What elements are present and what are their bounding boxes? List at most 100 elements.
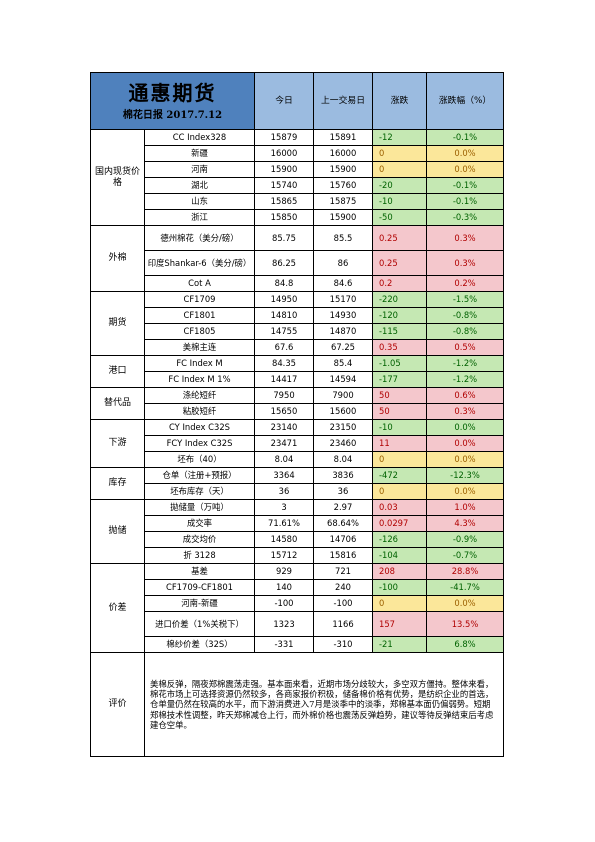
- item-name: CY Index C32S: [144, 419, 255, 436]
- today-value: 1323: [254, 611, 314, 637]
- report-subtitle: 棉花日报 2017.7.12: [122, 109, 223, 121]
- change-value: -120: [372, 307, 427, 324]
- change-percent: 0.3%: [426, 403, 504, 420]
- today-value: 15850: [254, 209, 314, 226]
- previous-value: 67.25: [313, 339, 373, 356]
- item-name: Cot A: [144, 275, 255, 292]
- item-name: 成交均价: [144, 531, 255, 548]
- change-value: -10: [372, 419, 427, 436]
- change-percent: 0.0%: [426, 435, 504, 452]
- table-row: 国内现货价格 CC Index328 15879 15891 -12 -0.1%: [90, 129, 504, 226]
- previous-value: 3836: [313, 467, 373, 484]
- change-value: 0: [372, 483, 427, 500]
- today-value: 7950: [254, 387, 314, 404]
- item-name: FCY Index C32S: [144, 435, 255, 452]
- category-label: 价差: [90, 563, 145, 653]
- change-percent: -0.1%: [426, 193, 504, 210]
- col-header-today: 今日: [254, 72, 314, 130]
- change-value: 0: [372, 451, 427, 468]
- table-row: 湖北 15740 15760 -20 -0.1%: [91, 177, 504, 194]
- change-value: 0.25: [372, 250, 427, 276]
- today-value: 14580: [254, 531, 314, 548]
- table-row: 浙江 15850 15900 -50 -0.3%: [91, 209, 504, 226]
- table-row: 成交率 71.61% 68.64% 0.0297 4.3%: [91, 515, 504, 532]
- item-name: 美棉主连: [144, 339, 255, 356]
- change-value: 50: [372, 403, 427, 420]
- item-name: 湖北: [144, 177, 255, 194]
- change-percent: 0.0%: [426, 595, 504, 612]
- change-percent: -1.2%: [426, 355, 504, 372]
- change-value: 0: [372, 595, 427, 612]
- change-value: -21: [372, 636, 427, 653]
- item-name: 坯布库存（天）: [144, 483, 255, 500]
- category-label: 港口: [90, 355, 145, 388]
- table-row: 进口价差（1%关税下） 1323 1166 157 13.5%: [91, 611, 504, 637]
- today-value: 15712: [254, 547, 314, 564]
- change-percent: -0.8%: [426, 307, 504, 324]
- change-percent: 13.5%: [426, 611, 504, 637]
- change-value: 0.0297: [372, 515, 427, 532]
- table-row: FCY Index C32S 23471 23460 11 0.0%: [91, 435, 504, 452]
- table-row: CF1801 14810 14930 -120 -0.8%: [91, 307, 504, 324]
- previous-value: 86: [313, 250, 373, 276]
- col-header-change: 涨跌: [372, 72, 427, 130]
- today-value: 15650: [254, 403, 314, 420]
- today-value: 14417: [254, 371, 314, 388]
- item-name: 德州棉花（美分/磅）: [144, 225, 255, 251]
- category-label: 抛储: [90, 499, 145, 564]
- change-percent: -0.7%: [426, 547, 504, 564]
- previous-value: 15816: [313, 547, 373, 564]
- table-row: 印度Shankar-6（美分/磅） 86.25 86 0.25 0.3%: [91, 250, 504, 276]
- today-value: 67.6: [254, 339, 314, 356]
- previous-value: 240: [313, 579, 373, 596]
- table-row: 库存 仓单（注册+预报） 3364 3836 -472 -12.3%: [90, 467, 504, 500]
- previous-value: 14706: [313, 531, 373, 548]
- item-name: 河南-新疆: [144, 595, 255, 612]
- change-percent: 0.3%: [426, 225, 504, 251]
- change-percent: 0.5%: [426, 339, 504, 356]
- item-name: CF1709-CF1801: [144, 579, 255, 596]
- table-row: 坯布库存（天） 36 36 0 0.0%: [91, 483, 504, 500]
- category-label: 期货: [90, 291, 145, 356]
- item-name: CF1805: [144, 323, 255, 340]
- table-row: 粘胶短纤 15650 15600 50 0.3%: [91, 403, 504, 420]
- today-value: 84.35: [254, 355, 314, 372]
- change-value: -177: [372, 371, 427, 388]
- change-value: -126: [372, 531, 427, 548]
- change-percent: -1.2%: [426, 371, 504, 388]
- change-percent: -0.1%: [426, 129, 504, 146]
- table-row: 港口 FC Index M 84.35 85.4 -1.05 -1.2%: [90, 355, 504, 388]
- table-row: 价差 基差 929 721 208 28.8%: [90, 563, 504, 653]
- table-row: 下游 CY Index C32S 23140 23150 -10 0.0%: [90, 419, 504, 468]
- item-name: 河南: [144, 161, 255, 178]
- change-value: 0.03: [372, 499, 427, 516]
- today-value: 15740: [254, 177, 314, 194]
- category-label: 外棉: [90, 225, 145, 292]
- cotton-daily-report-table: 通惠期货 棉花日报 2017.7.12 今日 上一交易日 涨跌 涨跌幅（%） 国…: [90, 72, 504, 757]
- previous-value: -100: [313, 595, 373, 612]
- table-row: 新疆 16000 16000 0 0.0%: [91, 145, 504, 162]
- today-value: 23140: [254, 419, 314, 436]
- comment-row: 评价 美棉反弹，隔夜郑棉震荡走强。基本面来看，近期市场分歧较大，多空双方僵持。整体…: [90, 652, 504, 757]
- change-percent: 0.3%: [426, 250, 504, 276]
- table-row: 山东 15865 15875 -10 -0.1%: [91, 193, 504, 210]
- previous-value: 36: [313, 483, 373, 500]
- category-label: 库存: [90, 467, 145, 500]
- table-row: 抛储 拋储量（万吨） 3 2.97 0.03 1.0%: [90, 499, 504, 564]
- item-name: 浙江: [144, 209, 255, 226]
- table-row: 美棉主连 67.6 67.25 0.35 0.5%: [91, 339, 504, 356]
- category-label: 国内现货价格: [90, 129, 145, 226]
- table-row: 折 3128 15712 15816 -104 -0.7%: [91, 547, 504, 564]
- change-percent: 6.8%: [426, 636, 504, 653]
- today-value: 85.75: [254, 225, 314, 251]
- change-value: 0.35: [372, 339, 427, 356]
- today-value: 140: [254, 579, 314, 596]
- today-value: 16000: [254, 145, 314, 162]
- previous-value: 23460: [313, 435, 373, 452]
- change-percent: -1.5%: [426, 291, 504, 308]
- today-value: 14755: [254, 323, 314, 340]
- change-percent: -0.1%: [426, 177, 504, 194]
- table-row: 外棉 德州棉花（美分/磅） 85.75 85.5 0.25 0.3%: [90, 225, 504, 292]
- item-name: 拋储量（万吨）: [144, 499, 255, 516]
- item-name: 新疆: [144, 145, 255, 162]
